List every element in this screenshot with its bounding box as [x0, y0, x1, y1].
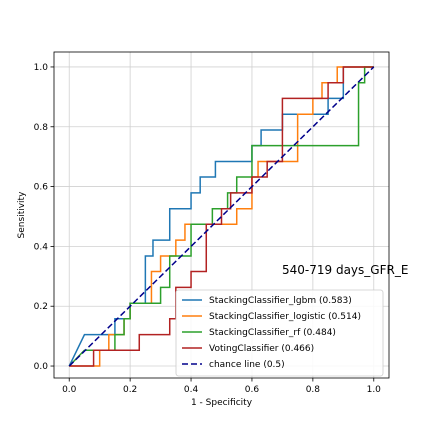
plot-frame [53, 51, 390, 379]
y-tick-label: 0.4 [34, 242, 49, 252]
legend-label: StackingClassifier_lgbm (0.583) [209, 296, 352, 306]
legend: StackingClassifier_lgbm (0.583) StackingC… [175, 289, 384, 377]
chart-annotation: 540-719 days_GFR_E [282, 263, 408, 277]
series-line-3 [69, 66, 374, 367]
x-tick-label: 0.4 [184, 385, 199, 395]
y-axis-label: Sensitivity [17, 191, 27, 239]
legend-label: StackingClassifier_logistic (0.514) [209, 312, 361, 322]
series-line-4 [68, 66, 375, 367]
x-tick-label: 1.0 [367, 385, 382, 395]
y-axis-ticks: 0.0 0.2 0.4 0.6 0.8 1.0 [34, 63, 54, 372]
x-tick-label: 0.8 [306, 385, 321, 395]
legend-box [175, 289, 384, 377]
series-line-2 [68, 66, 374, 367]
y-tick-label: 0.2 [34, 302, 48, 312]
legend-label: StackingClassifier_rf (0.484) [209, 328, 336, 338]
y-tick-label: 1.0 [34, 63, 49, 73]
grid [54, 52, 389, 378]
y-tick-label: 0.6 [34, 183, 49, 193]
x-tick-label: 0.0 [62, 385, 77, 395]
x-tick-label: 0.2 [123, 385, 137, 395]
legend-label: chance line (0.5) [209, 360, 285, 370]
series-layer [68, 66, 375, 367]
x-tick-label: 0.6 [245, 385, 260, 395]
x-axis-label: 1 - Specificity [191, 398, 253, 408]
y-tick-label: 0.0 [34, 362, 49, 372]
legend-label: VotingClassifier (0.466) [209, 344, 314, 354]
x-axis-ticks: 0.0 0.2 0.4 0.6 0.8 1.0 [62, 378, 381, 395]
y-tick-label: 0.8 [34, 123, 49, 133]
